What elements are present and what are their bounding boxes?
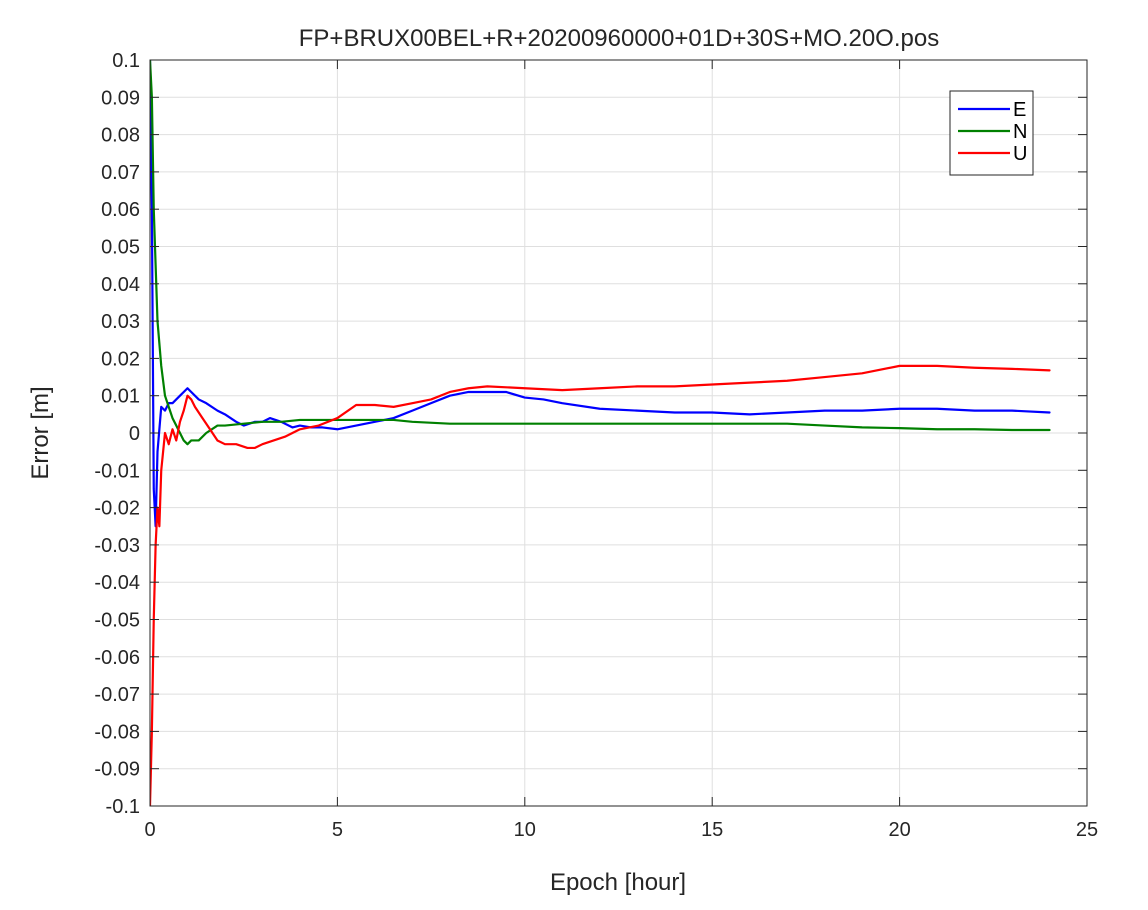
y-tick-label: -0.1: [106, 796, 140, 818]
grid-lines: [150, 60, 1087, 806]
legend-label-n: N: [1013, 121, 1027, 143]
legend-label-u: U: [1013, 143, 1027, 165]
y-tick-label: 0.06: [101, 199, 140, 221]
legend: ENU: [949, 90, 1034, 176]
y-axis-label: Error [m]: [27, 386, 54, 479]
y-tick-label: -0.04: [94, 572, 140, 594]
legend-label-e: E: [1013, 99, 1026, 121]
y-tick-label: 0.05: [101, 237, 140, 259]
x-tick-label: 15: [701, 819, 723, 841]
x-axis-label: Epoch [hour]: [550, 869, 686, 896]
y-tick-label: 0.02: [101, 348, 140, 370]
y-tick-label: -0.03: [94, 535, 140, 557]
y-tick-label: 0: [129, 423, 140, 445]
x-tick-label: 0: [144, 819, 155, 841]
y-tick-label: 0.01: [101, 386, 140, 408]
y-tick-label: -0.05: [94, 610, 140, 632]
x-tick-label: 25: [1076, 819, 1098, 841]
y-tick-label: 0.08: [101, 125, 140, 147]
y-tick-label: -0.02: [94, 498, 140, 520]
y-tick-label: -0.08: [94, 721, 140, 743]
y-tick-label: 0.09: [101, 87, 140, 109]
y-tick-label: 0.1: [112, 50, 140, 72]
plot-series: [150, 60, 1051, 806]
x-tick-label: 10: [514, 819, 536, 841]
x-tick-label: 5: [332, 819, 343, 841]
series-line-e: [150, 60, 1051, 528]
chart-title: FP+BRUX00BEL+R+20200960000+01D+30S+MO.20…: [299, 25, 939, 52]
y-tick-label: -0.09: [94, 759, 140, 781]
series-line-n: [150, 60, 1051, 446]
y-tick-label: 0.03: [101, 311, 140, 333]
x-tick-label: 20: [888, 819, 910, 841]
y-tick-label: 0.07: [101, 162, 140, 184]
y-tick-label: -0.01: [94, 460, 140, 482]
legend-box: [949, 90, 1034, 176]
y-tick-label: -0.07: [94, 684, 140, 706]
y-tick-label: -0.06: [94, 647, 140, 669]
series-line-u: [150, 364, 1051, 806]
axis-ticks: 0 5 10 15 20 25 0.1 0.09 0.08 0.07 0.06 0.05 0.04 0.0…: [94, 50, 1098, 841]
y-tick-label: 0.04: [101, 274, 140, 296]
